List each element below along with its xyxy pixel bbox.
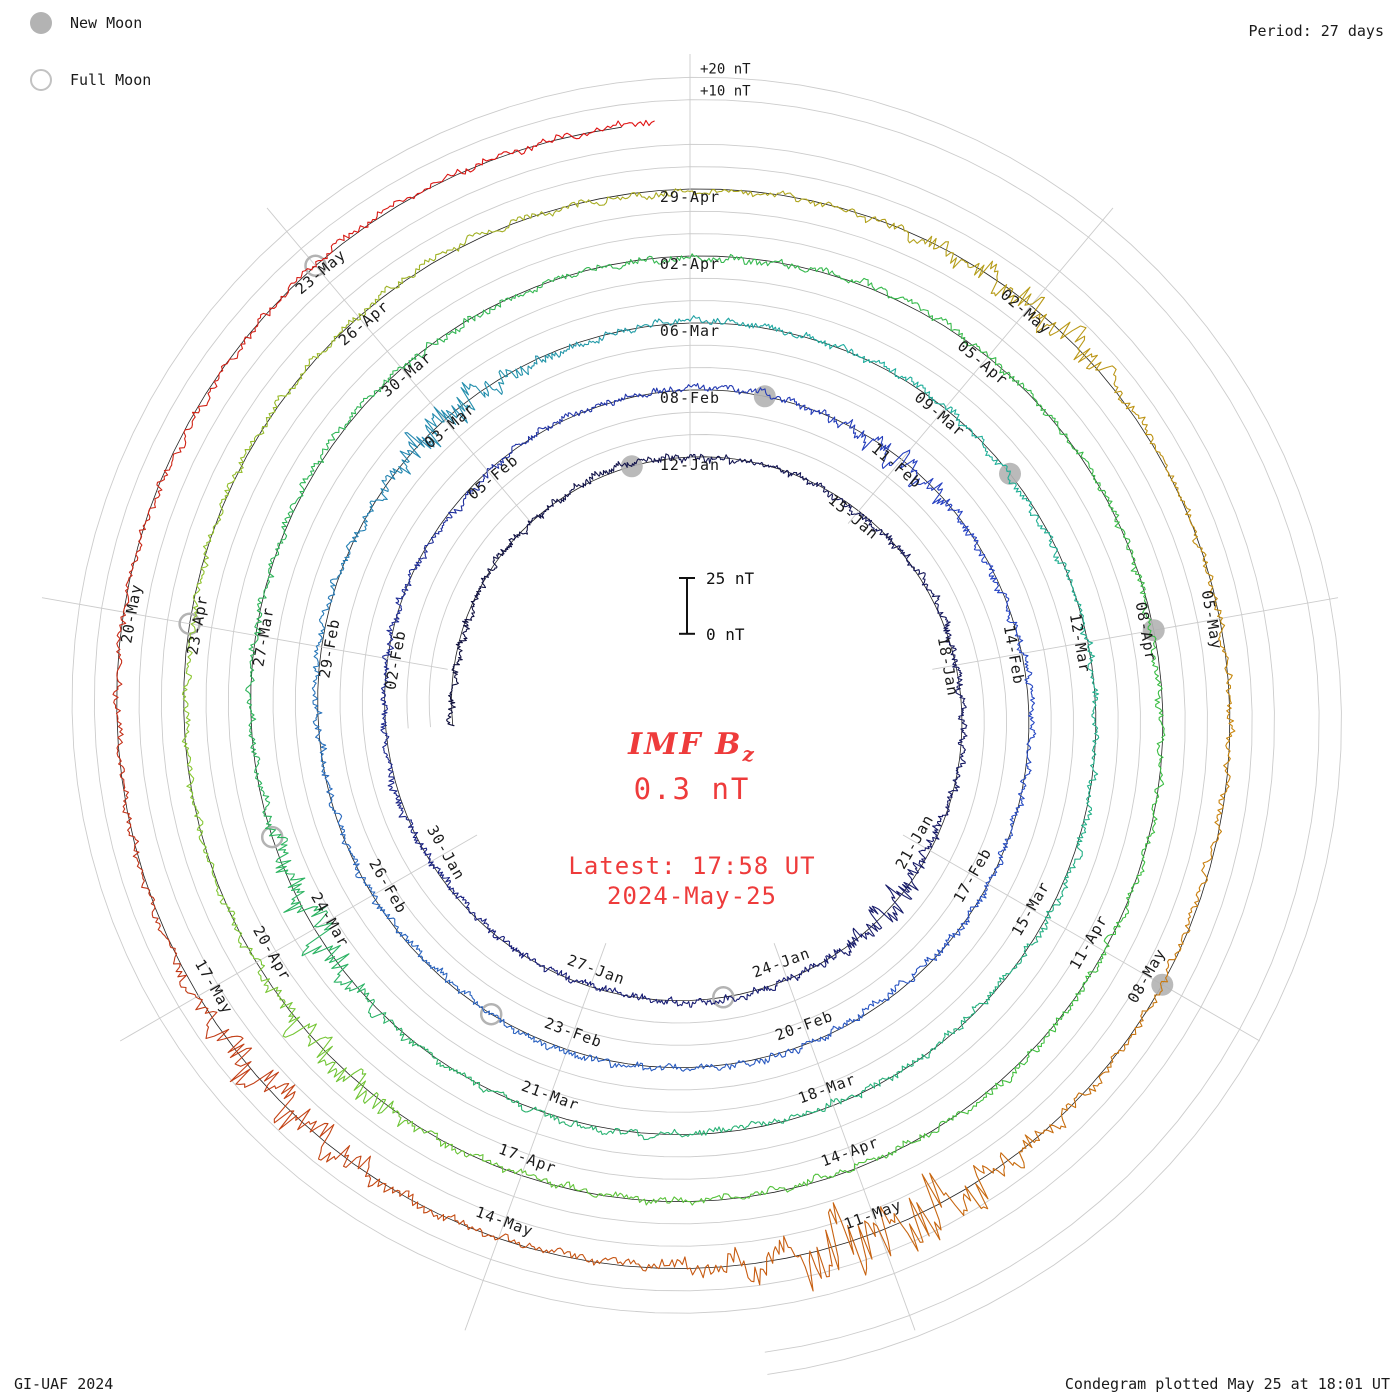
scale-bar: 25 nT 0 nT <box>679 569 755 644</box>
new-moon-label: New Moon <box>70 14 143 32</box>
latest-date-label: 2024-May-25 <box>607 882 777 910</box>
date-label: 15-Jan <box>825 491 883 543</box>
new-moon-icon <box>30 12 52 34</box>
plotted-stamp-label: Condegram plotted May 25 at 18:01 UT <box>1064 1375 1390 1393</box>
date-label: 08-Apr <box>1132 600 1160 662</box>
full-moon-marker <box>712 986 735 1009</box>
full-moon-marker <box>479 1002 503 1026</box>
date-label: 17-Apr <box>496 1140 559 1177</box>
imf-bz-title: IMF Bz <box>628 727 756 766</box>
latest-time-label: Latest: 17:58 UT <box>568 852 816 880</box>
date-labels: 12-Jan15-Jan18-Jan21-Jan24-Jan27-Jan30-J… <box>117 188 1226 1240</box>
scale-bottom-label: 0 nT <box>706 625 745 644</box>
date-label: 18-Mar <box>796 1070 859 1107</box>
date-label: 23-Feb <box>542 1014 605 1051</box>
imf-bz-title-main: IMF B <box>628 727 743 762</box>
full-moon-marker <box>304 254 327 277</box>
date-label: 15-Mar <box>1008 878 1054 939</box>
scale-top-label: 25 nT <box>706 569 755 588</box>
new-moon-marker <box>1142 619 1165 642</box>
date-label: 14-Apr <box>819 1133 882 1170</box>
bz-spiral-trace <box>112 119 1236 1292</box>
credit-label: GI-UAF 2024 <box>14 1375 114 1393</box>
grid-spokes <box>41 54 1339 1331</box>
date-label: 20-Apr <box>249 923 295 984</box>
period-label: Period: 27 days <box>1248 22 1384 40</box>
date-label: 24-Jan <box>750 944 813 981</box>
date-label: 29-Feb <box>315 617 343 679</box>
moon-legend: New Moon Full Moon <box>30 10 151 124</box>
date-label: 21-Mar <box>519 1077 582 1114</box>
nt-gridline-labels: +20 nT +10 nT <box>700 61 751 99</box>
plus10-label: +10 nT <box>700 84 751 100</box>
date-label: 17-May <box>191 956 237 1017</box>
date-label: 24-Mar <box>307 889 353 950</box>
date-label: 27-Mar <box>249 606 277 668</box>
date-label: 30-Jan <box>423 822 469 883</box>
full-moon-label: Full Moon <box>70 71 152 89</box>
new-moon-marker <box>1151 973 1174 996</box>
date-label: 02-Apr <box>660 255 720 273</box>
legend-new-moon: New Moon <box>30 10 151 36</box>
date-label: 12-Mar <box>1066 612 1094 674</box>
date-label: 02-Feb <box>381 629 409 691</box>
date-label: 27-Jan <box>565 951 628 988</box>
date-label: 26-Feb <box>365 856 411 917</box>
date-label: 23-May <box>292 246 350 298</box>
date-label: 29-Apr <box>660 188 720 206</box>
legend-full-moon: Full Moon <box>30 67 151 93</box>
date-label: 08-Feb <box>660 389 720 407</box>
date-label: 17-Feb <box>950 845 996 906</box>
imf-bz-current-value: 0.3 nT <box>633 772 751 806</box>
date-label: 05-Feb <box>464 451 522 503</box>
plus20-label: +20 nT <box>700 61 751 77</box>
date-label: 20-May <box>117 582 145 644</box>
date-label: 18-Jan <box>934 635 962 697</box>
date-label: 05-May <box>1198 589 1226 651</box>
date-label: 30-Mar <box>378 348 436 400</box>
date-label: 06-Mar <box>660 322 720 340</box>
date-label: 11-May <box>842 1196 905 1233</box>
full-moon-icon <box>30 69 52 91</box>
full-moon-marker <box>178 612 201 636</box>
date-label: 26-Apr <box>335 297 393 349</box>
date-label: 23-Apr <box>183 594 211 656</box>
imf-bz-title-subscript: z <box>742 742 756 766</box>
date-label: 14-Feb <box>1000 624 1028 686</box>
date-label: 12-Jan <box>660 456 720 474</box>
